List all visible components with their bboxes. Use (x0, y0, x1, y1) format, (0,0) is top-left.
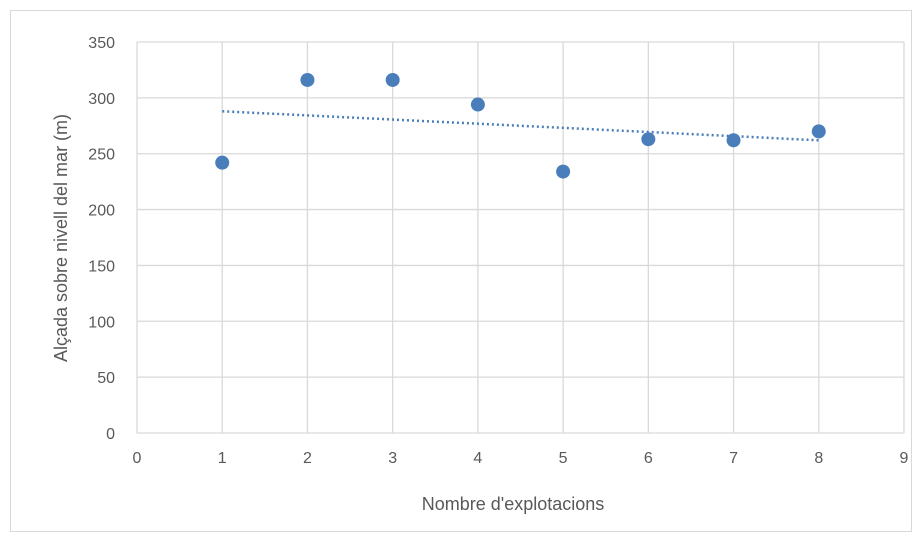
grid-lines (136, 41, 905, 434)
x-tick-labels: 0 1 2 3 4 5 6 7 8 9 (133, 450, 909, 467)
y-tick-labels: 0 50 100 150 200 250 300 350 (88, 35, 115, 443)
x-tick-label: 7 (729, 450, 738, 467)
data-point (385, 72, 400, 87)
data-point (470, 97, 485, 112)
data-point (556, 164, 571, 179)
chart-frame (10, 10, 912, 532)
y-tick-label: 300 (88, 91, 115, 108)
x-tick-label: 0 (133, 450, 142, 467)
data-point (641, 132, 656, 147)
data-point (811, 124, 826, 139)
x-axis-title: Nombre d'explotacions (422, 494, 605, 514)
x-tick-label: 2 (303, 450, 312, 467)
y-tick-label: 250 (88, 147, 115, 164)
x-tick-label: 3 (388, 450, 397, 467)
x-tick-label: 9 (900, 450, 909, 467)
x-tick-label: 6 (644, 450, 653, 467)
y-tick-label: 200 (88, 203, 115, 220)
data-point (726, 133, 741, 148)
y-tick-label: 0 (106, 426, 115, 443)
y-tick-label: 100 (88, 314, 115, 331)
data-point (300, 72, 315, 87)
x-tick-label: 1 (218, 450, 227, 467)
x-tick-label: 4 (473, 450, 482, 467)
x-tick-label: 8 (814, 450, 823, 467)
x-tick-label: 5 (559, 450, 568, 467)
y-axis-title: Alçada sobre nivell del mar (m) (51, 114, 71, 362)
y-tick-label: 150 (88, 258, 115, 275)
data-points (215, 72, 826, 179)
data-point (215, 155, 230, 170)
y-tick-label: 350 (88, 35, 115, 52)
y-tick-label: 50 (97, 370, 115, 387)
